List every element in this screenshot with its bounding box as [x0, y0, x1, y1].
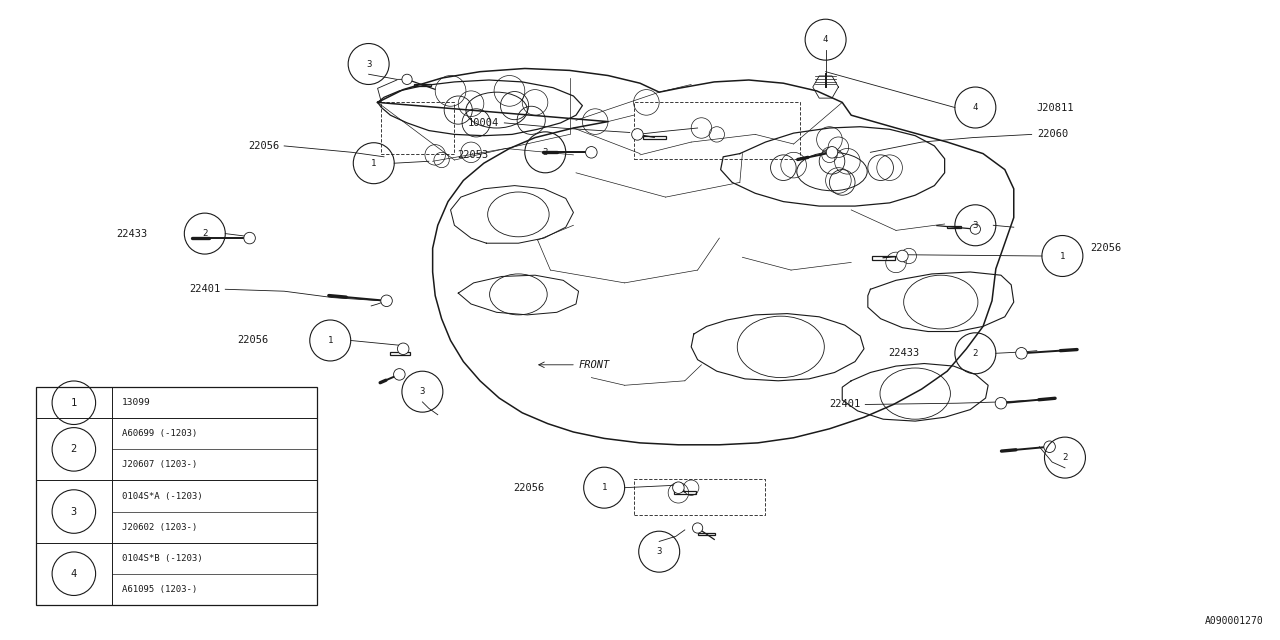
Bar [872, 256, 895, 260]
Text: 3: 3 [973, 221, 978, 230]
Ellipse shape [1044, 441, 1055, 452]
Text: 22056: 22056 [1091, 243, 1121, 253]
Text: J20811: J20811 [1037, 102, 1074, 113]
Text: A090001270: A090001270 [1204, 616, 1263, 626]
Text: FRONT: FRONT [579, 360, 609, 370]
Text: 22056: 22056 [238, 335, 269, 346]
Text: 1: 1 [602, 483, 607, 492]
Text: 10004: 10004 [468, 118, 499, 128]
Text: 22401: 22401 [189, 284, 220, 294]
Text: 22053: 22053 [458, 150, 489, 160]
Text: 22056: 22056 [513, 483, 544, 493]
Text: 22433: 22433 [888, 348, 919, 358]
Ellipse shape [394, 369, 404, 380]
Text: 3: 3 [420, 387, 425, 396]
Ellipse shape [1016, 348, 1028, 359]
Ellipse shape [402, 74, 412, 84]
Text: 13099: 13099 [122, 398, 151, 407]
Ellipse shape [970, 224, 980, 234]
Ellipse shape [244, 232, 256, 244]
Bar [643, 136, 666, 139]
Text: 22056: 22056 [248, 141, 279, 151]
Bar [947, 227, 961, 228]
Ellipse shape [996, 397, 1007, 409]
Bar [675, 490, 696, 494]
Text: 22433: 22433 [116, 228, 147, 239]
Bar [698, 533, 716, 536]
Text: 2: 2 [202, 229, 207, 238]
Ellipse shape [381, 295, 392, 307]
Bar [36, 387, 317, 605]
Ellipse shape [632, 129, 644, 140]
Text: 22060: 22060 [1037, 129, 1068, 140]
Text: 3: 3 [543, 148, 548, 157]
Text: 2: 2 [1062, 453, 1068, 462]
Text: 3: 3 [366, 60, 371, 68]
Text: 3: 3 [70, 506, 77, 516]
Text: J20607 (1203-): J20607 (1203-) [122, 460, 197, 469]
Text: 2: 2 [973, 349, 978, 358]
Bar [413, 84, 431, 86]
Text: 0104S*A (-1203): 0104S*A (-1203) [122, 492, 202, 500]
Text: A60699 (-1203): A60699 (-1203) [122, 429, 197, 438]
Text: 1: 1 [328, 336, 333, 345]
Text: 2: 2 [70, 444, 77, 454]
Text: 22401: 22401 [829, 399, 860, 410]
Text: 3: 3 [657, 547, 662, 556]
Text: 0104S*B (-1203): 0104S*B (-1203) [122, 554, 202, 563]
Text: 1: 1 [371, 159, 376, 168]
Text: J20602 (1203-): J20602 (1203-) [122, 523, 197, 532]
Ellipse shape [827, 147, 838, 158]
Text: A61095 (1203-): A61095 (1203-) [122, 585, 197, 594]
Ellipse shape [692, 523, 703, 533]
Ellipse shape [586, 147, 596, 158]
Text: 4: 4 [70, 569, 77, 579]
Text: 4: 4 [973, 103, 978, 112]
Text: 1: 1 [1060, 252, 1065, 260]
Ellipse shape [673, 482, 685, 493]
Bar [390, 351, 410, 355]
Ellipse shape [397, 343, 410, 355]
Text: 4: 4 [823, 35, 828, 44]
Text: 1: 1 [70, 397, 77, 408]
Ellipse shape [896, 250, 909, 262]
